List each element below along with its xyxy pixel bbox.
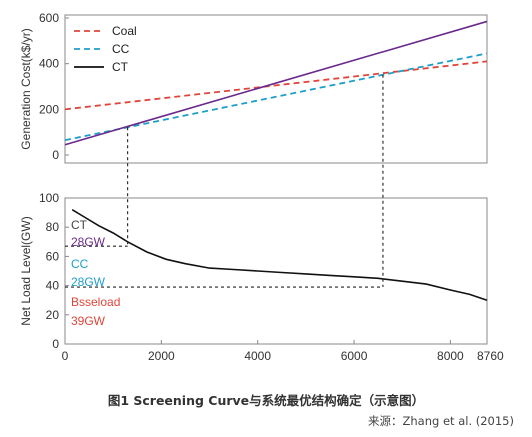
load-y-tick-label: 80: [46, 220, 60, 234]
load-y-axis-label: Net Load Level(GW): [19, 216, 33, 325]
annotation-label: CC: [71, 257, 89, 271]
cost-lines: [64, 20, 488, 146]
cost-y-ticks: 0 200 400 600: [39, 11, 69, 162]
capacity-annotations: CT 28GW CC 28GW Bsseload 39GW: [71, 218, 120, 328]
annotation-label: 28GW: [71, 235, 106, 249]
load-x-tick-label: 0: [62, 349, 69, 363]
load-x-tick-label: 8760: [477, 349, 504, 363]
figure-source: 来源：Zhang et al. (2015): [368, 414, 514, 428]
cost-y-tick-label: 600: [39, 11, 59, 25]
load-duration-curve: [71, 209, 488, 301]
load-x-tick-label: 6000: [341, 349, 368, 363]
load-x-tick-label: 8000: [437, 349, 464, 363]
cost-line-coal: [64, 60, 488, 111]
load-y-tick-label: 100: [39, 191, 59, 205]
cost-y-tick-label: 0: [52, 148, 59, 162]
cost-legend: Coal CC CT: [74, 24, 137, 74]
load-plot-frame: [64, 197, 488, 345]
load-y-ticks: 0 20 40 60 80 100: [39, 191, 69, 351]
screening-guides: [65, 74, 384, 288]
cost-plot-frame: [64, 14, 488, 164]
cost-panel: 0 200 400 600 Generation Cost(k$/yr) Coal CC…: [19, 11, 488, 164]
cost-y-tick-label: 400: [39, 57, 59, 71]
load-y-tick-label: 60: [46, 249, 60, 263]
load-y-tick-label: 0: [52, 337, 59, 351]
cost-line-ct: [64, 20, 488, 146]
figure-caption: 图1 Screening Curve与系统最优结构确定（示意图）: [107, 393, 425, 408]
load-x-tick-label: 2000: [148, 349, 175, 363]
legend-label-cc: CC: [112, 42, 130, 56]
cost-y-tick-label: 200: [39, 102, 59, 116]
load-y-tick-label: 40: [46, 279, 60, 293]
cost-line-cc: [64, 52, 488, 142]
annotation-label: CT: [71, 218, 88, 232]
annotation-label: 39GW: [71, 314, 106, 328]
legend-label-coal: Coal: [112, 24, 137, 38]
load-y-tick-label: 20: [46, 308, 60, 322]
annotation-label: 28GW: [71, 275, 106, 289]
load-x-ticks: 0 2000 4000 6000 8000 8760: [62, 340, 504, 363]
load-duration-line: [71, 209, 488, 301]
load-x-tick-label: 4000: [244, 349, 271, 363]
legend-label-ct: CT: [112, 60, 129, 74]
cost-y-axis-label: Generation Cost(k$/yr): [19, 28, 33, 149]
annotation-label: Bsseload: [71, 295, 120, 309]
